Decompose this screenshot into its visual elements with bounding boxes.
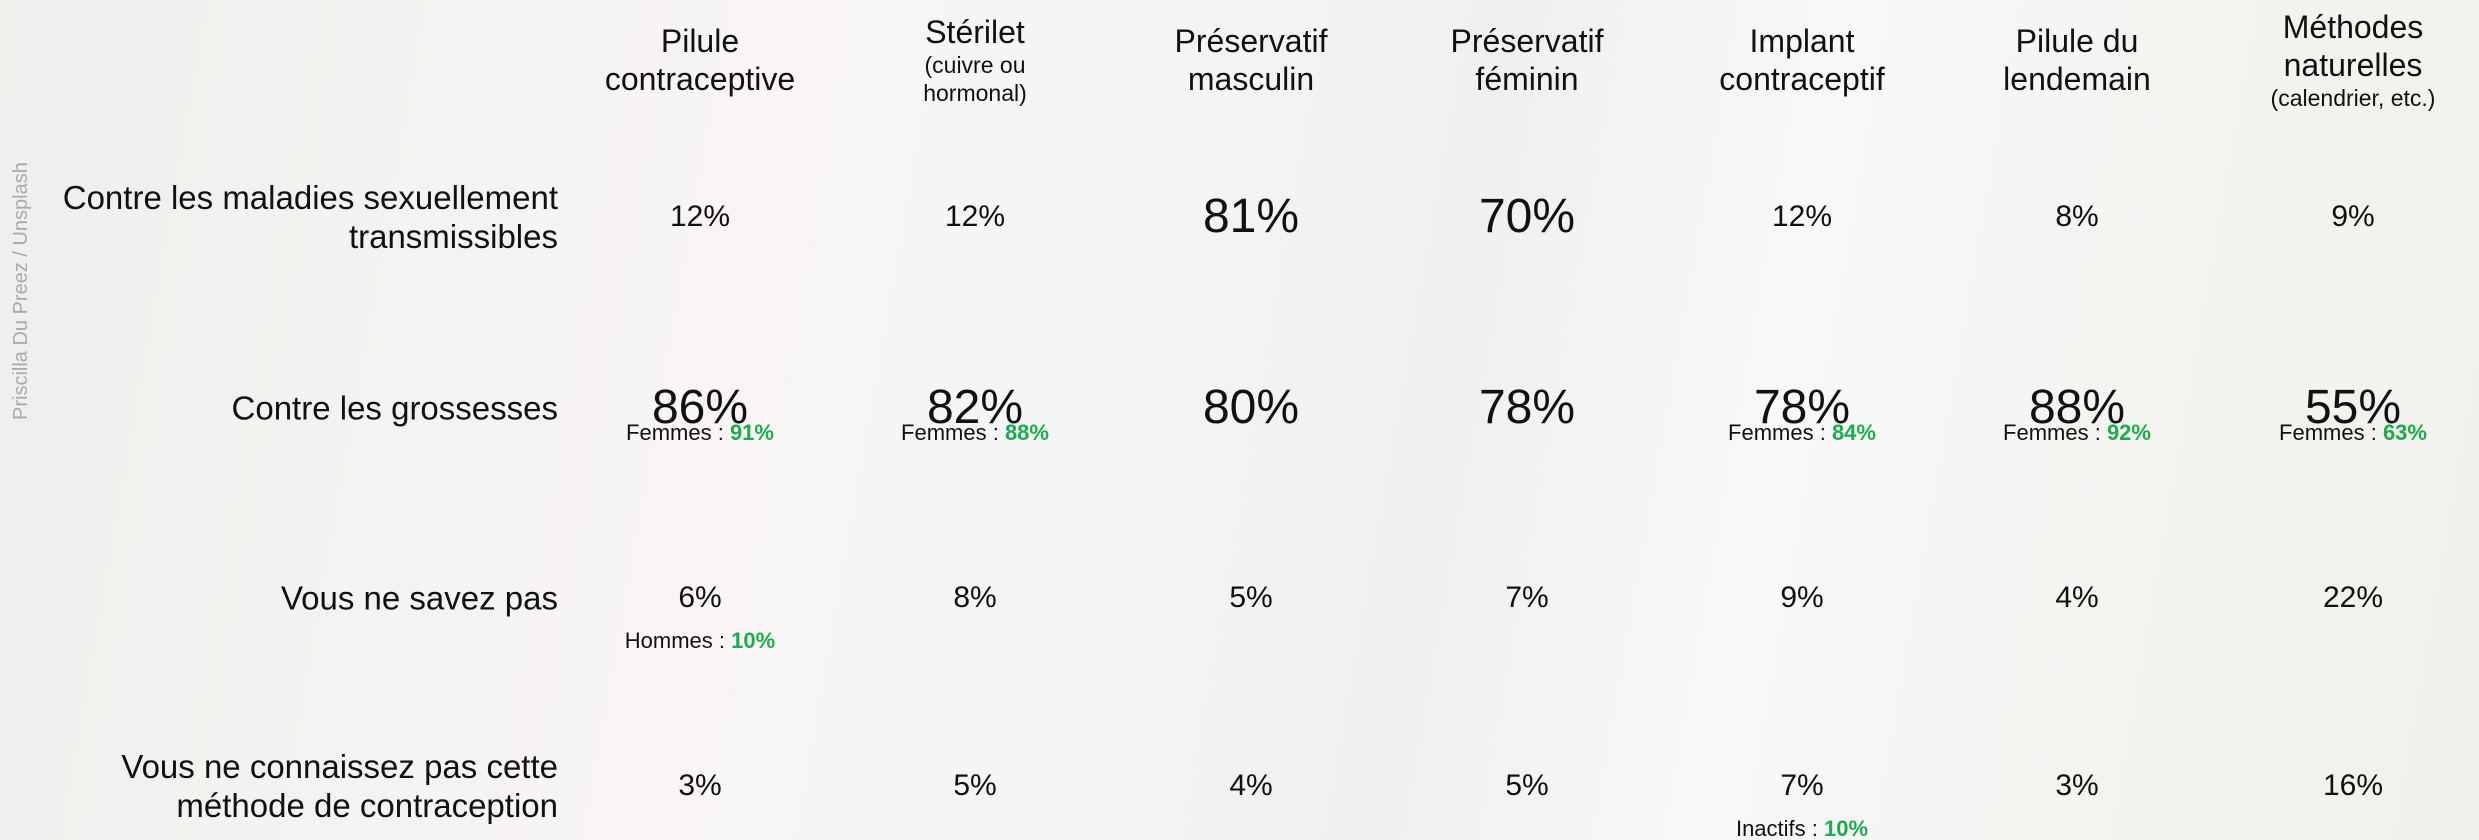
cell-value: 3% [678,769,722,802]
cell: 8% [1942,200,2212,253]
column-subtitle: (cuivre ou hormonal) [923,52,1027,106]
cell: 70% [1392,190,1662,271]
column-title: Préservatif masculin [1174,23,1328,97]
note-label: Femmes : [1728,420,1826,445]
cell-value: 5% [1505,769,1549,802]
column-title: Implant contraceptif [1719,23,1885,97]
cell: 5% [1392,769,1662,822]
cell-value: 4% [2055,581,2099,614]
cell-note: Hommes : 10% [565,628,835,654]
column-title: Pilule du lendemain [2003,23,2151,97]
cell: 9% [1667,581,1937,634]
note-label: Hommes : [624,628,726,653]
cell: 3% [1942,769,2212,822]
cell: 12% [840,200,1110,253]
note-value: 63% [2382,420,2427,445]
cell-value: 22% [2322,581,2384,614]
cell: 7% Inactifs : 10% [1667,769,1937,840]
cell-value: 88% [2028,381,2126,434]
row-label: Vous ne savez pas [280,579,558,617]
note-value: 88% [1004,420,1049,445]
cell-value: 8% [2055,200,2099,233]
cell-value: 8% [953,581,997,614]
cell-value: 81% [1202,190,1300,243]
row-label: Contre les maladies sexuellement transmi… [62,179,558,255]
cell-value: 9% [2331,200,2375,233]
cell: 82% Femmes : 88% [840,381,1110,462]
cell: 81% [1116,190,1386,271]
column-title: Méthodes naturelles [2282,9,2424,83]
cell-note: Femmes : 91% [565,420,835,446]
note-value: 92% [2106,420,2151,445]
cell-note: Femmes : 92% [1942,420,2212,446]
cell-value: 78% [1478,381,1576,434]
column-header: Préservatif féminin [1392,0,1662,120]
note-value: 91% [729,420,774,445]
cell: 4% [1942,581,2212,634]
cell: 12% [1667,200,1937,253]
cell: 9% [2218,200,2479,253]
note-value: 10% [1824,816,1869,840]
column-header: Pilule contraceptive [565,0,835,120]
cell: 8% [840,581,1110,634]
note-label: Femmes : [626,420,724,445]
cell-value: 4% [1229,769,1273,802]
cell: 16% [2218,769,2479,822]
cell: 5% [840,769,1110,822]
column-title: Pilule contraceptive [604,23,796,97]
note-label: Inactifs : [1735,816,1818,840]
column-title: Stérilet [925,14,1025,50]
cell-note: Femmes : 63% [2218,420,2479,446]
cell: 78% [1392,381,1662,462]
cell-value: 7% [1505,581,1549,614]
note-label: Femmes : [901,420,999,445]
note-label: Femmes : [2279,420,2377,445]
row-label: Vous ne connaissez pas cette méthode de … [121,748,558,824]
cell: 5% [1116,581,1386,634]
column-header: Stérilet (cuivre ou hormonal) [840,0,1110,120]
column-header: Méthodes naturelles (calendrier, etc.) [2218,0,2479,120]
cell-value: 5% [1229,581,1273,614]
cell-note: Femmes : 84% [1667,420,1937,446]
cell-value: 12% [669,200,731,233]
cell-value: 3% [2055,769,2099,802]
cell: 22% [2218,581,2479,634]
column-header: Préservatif masculin [1116,0,1386,120]
cell: 88% Femmes : 92% [1942,381,2212,462]
cell: 12% [565,200,835,253]
cell: 78% Femmes : 84% [1667,381,1937,462]
note-label: Femmes : [2003,420,2101,445]
cell-value: 6% [678,581,722,614]
cell-note: Femmes : 88% [840,420,1110,446]
column-header: Implant contraceptif [1667,0,1937,120]
column-header: Pilule du lendemain [1942,0,2212,120]
cell-note: Inactifs : 10% [1667,816,1937,840]
cell-value: 70% [1478,190,1576,243]
cell-value: 78% [1753,381,1851,434]
cell-value: 82% [926,381,1024,434]
cell: 7% [1392,581,1662,634]
cell-value: 5% [953,769,997,802]
note-value: 10% [731,628,776,653]
cell: 6% Hommes : 10% [565,581,835,653]
cell: 3% [565,769,835,822]
cell: 80% [1116,381,1386,462]
cell-value: 7% [1780,769,1824,802]
cell-value: 9% [1780,581,1824,614]
cell-value: 12% [1771,200,1833,233]
column-subtitle: (calendrier, etc.) [2270,85,2436,111]
cell-value: 86% [651,381,749,434]
cell: 55% Femmes : 63% [2218,381,2479,462]
cell: 4% [1116,769,1386,822]
row-label: Contre les grossesses [231,389,558,427]
cell-value: 16% [2322,769,2384,802]
note-value: 84% [1831,420,1876,445]
column-title: Préservatif féminin [1450,23,1604,97]
cell: 86% Femmes : 91% [565,381,835,462]
cell-value: 55% [2304,381,2402,434]
cell-value: 12% [944,200,1006,233]
cell-value: 80% [1202,381,1300,434]
